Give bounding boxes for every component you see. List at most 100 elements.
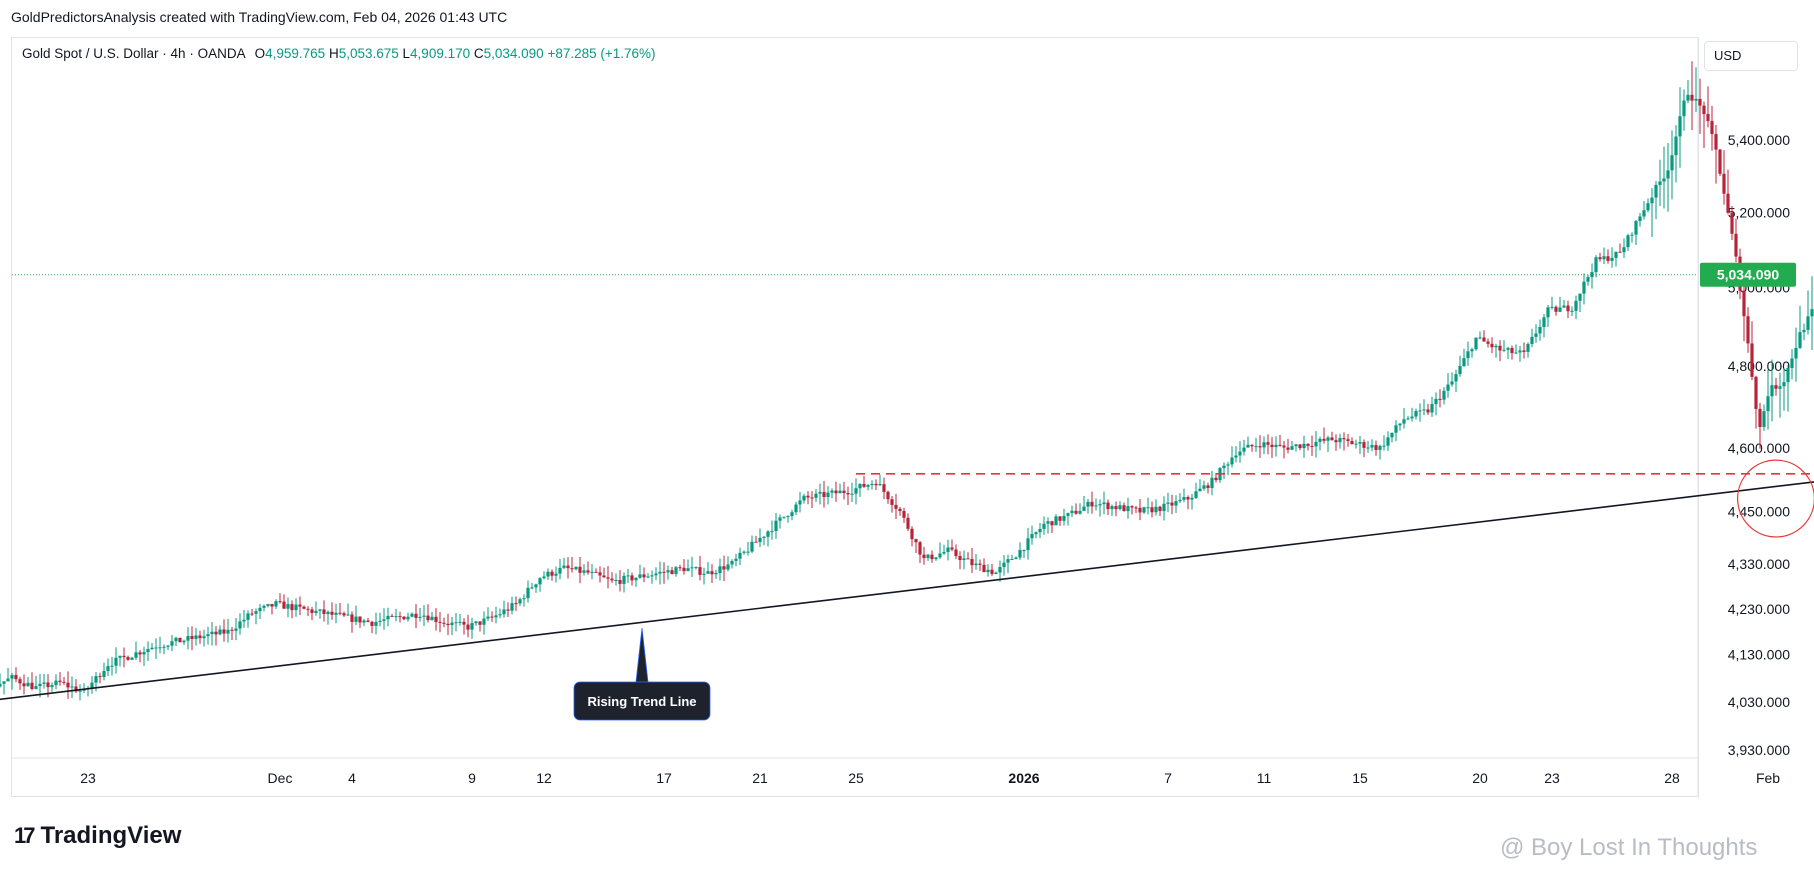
- candle-body: [46, 682, 50, 688]
- candle-body: [358, 616, 362, 623]
- candle-body: [1398, 423, 1402, 426]
- candle-body: [1694, 98, 1698, 101]
- candle-body: [1190, 497, 1194, 500]
- candle-body: [1670, 155, 1674, 171]
- last-price-tag: [1700, 262, 1796, 287]
- candle-body: [1058, 516, 1062, 521]
- rising-trend-line: [0, 481, 1814, 701]
- candle-body: [362, 620, 366, 623]
- x-tick-label: 2026: [1008, 770, 1039, 786]
- candle-body: [858, 483, 862, 489]
- candle-body: [1262, 442, 1266, 448]
- candle-body: [1810, 309, 1814, 317]
- candle-body: [206, 634, 210, 637]
- candle-body: [1290, 446, 1294, 450]
- candle-body: [1626, 235, 1630, 248]
- candle-body: [174, 637, 178, 642]
- candle-body: [1098, 504, 1102, 506]
- candle-body: [1466, 351, 1470, 359]
- candle-body: [354, 616, 358, 622]
- candle-body: [1354, 443, 1358, 445]
- candle-body: [590, 571, 594, 573]
- candle-body: [710, 571, 714, 575]
- candle-body: [1730, 212, 1734, 234]
- candle-body: [882, 484, 886, 492]
- candle-body: [1314, 441, 1318, 447]
- candle-body: [894, 504, 898, 509]
- candle-body: [1326, 437, 1330, 441]
- candle-body: [1686, 94, 1690, 101]
- candle-body: [1382, 445, 1386, 447]
- candle-body: [1374, 445, 1378, 450]
- candle-body: [134, 652, 138, 658]
- candle-body: [954, 549, 958, 556]
- candle-body: [322, 609, 326, 615]
- candle-body: [1046, 521, 1050, 524]
- candle-body: [1462, 358, 1466, 367]
- candle-body: [1742, 290, 1746, 317]
- candle-body: [950, 547, 954, 550]
- y-tick-label: 4,600.000: [1728, 440, 1790, 456]
- candle-body: [1386, 437, 1390, 446]
- ohlc-values: O4,959.765 H5,053.675 L4,909.170 C5,034.…: [255, 46, 656, 61]
- candle-body: [1422, 409, 1426, 411]
- tradingview-logo-text: TradingView: [40, 822, 182, 849]
- candle-body: [182, 640, 186, 643]
- y-tick-label: 3,930.000: [1728, 742, 1790, 758]
- candle-body: [1434, 398, 1438, 404]
- candle-body: [1090, 501, 1094, 507]
- candle-body: [18, 679, 22, 684]
- candle-body: [130, 657, 134, 660]
- tradingview-logo[interactable]: 17 TradingView: [14, 822, 181, 850]
- candle-body: [30, 682, 34, 689]
- candle-body: [942, 552, 946, 554]
- candle-body: [1154, 506, 1158, 513]
- candle-body: [394, 616, 398, 618]
- candle-body: [1406, 418, 1410, 420]
- candle-body: [814, 493, 818, 498]
- candle-body: [334, 612, 338, 615]
- x-tick-label: 23: [80, 770, 96, 786]
- x-tick-label: 7: [1164, 770, 1172, 786]
- attribution-text: GoldPredictorsAnalysis created with Trad…: [11, 9, 508, 25]
- candle-body: [1142, 507, 1146, 513]
- candle-body: [446, 623, 450, 626]
- candle-body: [1798, 332, 1802, 348]
- candle-body: [770, 531, 774, 533]
- candle-body: [1502, 349, 1506, 351]
- candle-body: [1106, 502, 1110, 510]
- candle-body: [1654, 184, 1658, 198]
- candle-body: [538, 578, 542, 585]
- candle-body: [1438, 398, 1442, 400]
- highlight-circle: [1737, 459, 1814, 538]
- candle-body: [994, 572, 998, 574]
- candle-body: [1766, 396, 1770, 412]
- candle-body: [1514, 352, 1518, 354]
- currency-selector[interactable]: USD: [1704, 41, 1798, 71]
- x-tick-label: 25: [848, 770, 864, 786]
- candle-body: [1342, 438, 1346, 440]
- candle-body: [1038, 528, 1042, 533]
- candle-body: [1594, 257, 1598, 273]
- candle-body: [830, 490, 834, 493]
- candle-body: [126, 657, 130, 660]
- candle-body: [566, 565, 570, 569]
- candle-body: [1294, 444, 1298, 447]
- candle-body: [262, 605, 266, 608]
- candle-body: [498, 614, 502, 616]
- candle-body: [754, 541, 758, 543]
- candle-body: [702, 573, 706, 575]
- candle-body: [1410, 416, 1414, 419]
- close-label: C: [473, 46, 484, 61]
- candle-body: [490, 616, 494, 618]
- symbol-name[interactable]: Gold Spot / U.S. Dollar · 4h · OANDA: [22, 46, 245, 61]
- candle-body: [810, 497, 814, 499]
- candle-body: [1490, 343, 1494, 348]
- candle-body: [118, 655, 122, 658]
- candle-body: [1310, 445, 1314, 447]
- candle-body: [946, 547, 950, 553]
- candle-body: [1802, 329, 1806, 333]
- candle-body: [1242, 447, 1246, 452]
- candle-body: [794, 504, 798, 513]
